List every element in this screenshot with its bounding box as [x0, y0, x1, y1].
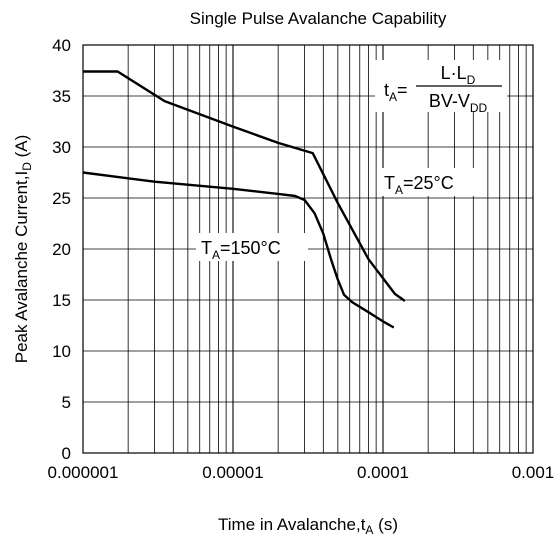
- x-tick-labels: 0.000001 0.00001 0.0001 0.001: [48, 463, 555, 482]
- y-tick-label: 30: [52, 138, 71, 157]
- series-label-25c: TA=25°C: [384, 173, 454, 197]
- x-tick-label: 0.000001: [48, 463, 119, 482]
- label-bg-25c: [378, 168, 478, 196]
- x-axis-label: Time in Avalanche,tA (s): [218, 515, 398, 536]
- y-tick-label: 5: [62, 393, 71, 412]
- x-tick-label: 0.00001: [202, 463, 263, 482]
- formula-denominator: BV-VDD: [429, 91, 488, 115]
- series-line-150c: [82, 171, 395, 329]
- y-tick-labels: 0 5 10 15 20 25 30 35 40: [52, 36, 71, 463]
- series-line-25c: [83, 70, 406, 302]
- x-tick-label: 0.001: [512, 463, 555, 482]
- y-tick-label: 35: [52, 87, 71, 106]
- series-lines: [82, 70, 406, 329]
- y-tick-label: 25: [52, 189, 71, 208]
- y-axis-label: Peak Avalanche Current,ID (A): [12, 135, 34, 364]
- series-label-150c: TA=150°C: [201, 238, 281, 262]
- formula-numerator: L·LD: [441, 63, 476, 87]
- x-tick-label: 0.0001: [357, 463, 409, 482]
- plot-frame: [82, 44, 534, 454]
- chart-title: Single Pulse Avalanche Capability: [190, 9, 447, 28]
- y-tick-label: 10: [52, 342, 71, 361]
- y-tick-label: 15: [52, 291, 71, 310]
- label-bg-150c: [196, 233, 308, 261]
- y-tick-label: 20: [52, 240, 71, 259]
- formula-lhs: tA=: [384, 80, 408, 104]
- y-tick-label: 0: [62, 444, 71, 463]
- y-tick-label: 40: [52, 36, 71, 55]
